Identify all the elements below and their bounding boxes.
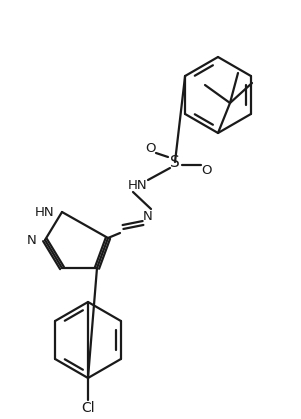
Text: HN: HN xyxy=(128,178,148,191)
Text: S: S xyxy=(170,155,180,170)
Text: O: O xyxy=(202,163,212,176)
Text: N: N xyxy=(27,233,37,246)
Text: Cl: Cl xyxy=(81,401,95,415)
Text: O: O xyxy=(145,142,155,155)
Text: N: N xyxy=(143,210,153,222)
Text: HN: HN xyxy=(34,205,54,218)
